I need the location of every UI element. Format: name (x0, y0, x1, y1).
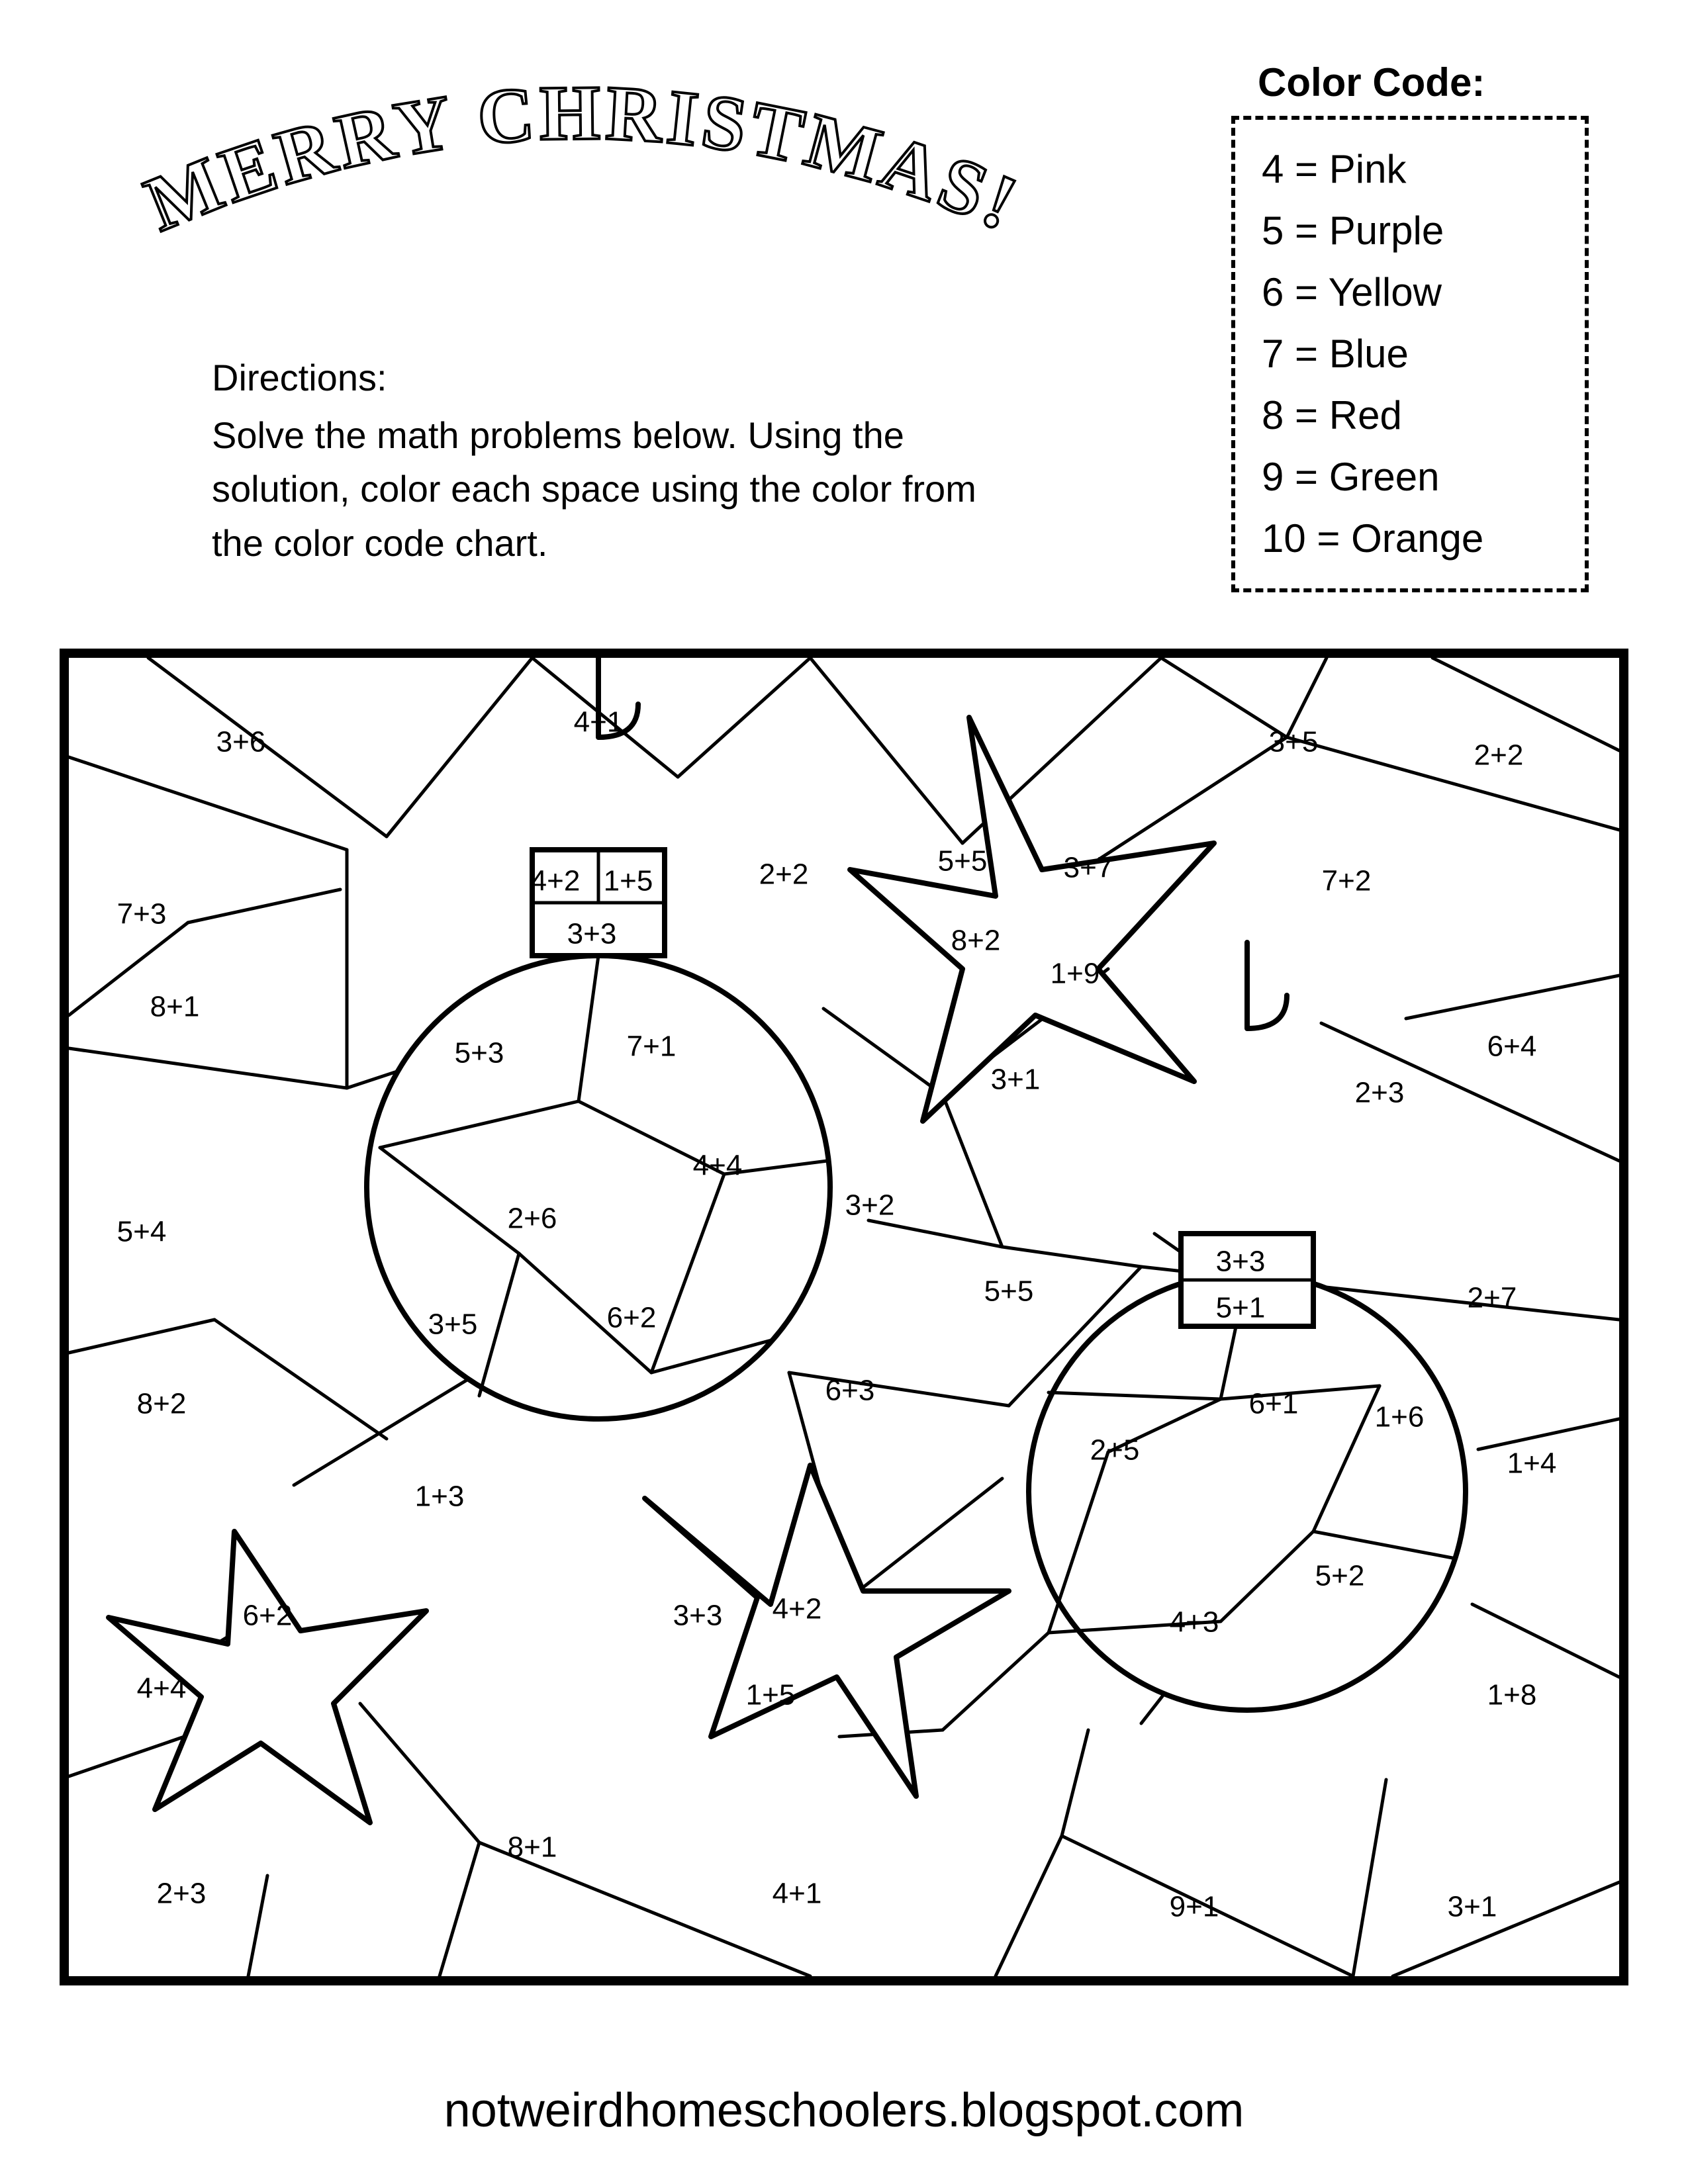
svg-text:MERRY CHRISTMAS!: MERRY CHRISTMAS! (134, 69, 1032, 248)
svg-text:4+2: 4+2 (773, 1593, 822, 1625)
svg-text:8+1: 8+1 (508, 1831, 557, 1864)
color-code-row: 7 = Blue (1262, 323, 1558, 385)
svg-text:1+9: 1+9 (1051, 958, 1100, 990)
svg-text:3+7: 3+7 (1064, 852, 1113, 884)
svg-text:5+5: 5+5 (984, 1275, 1034, 1308)
svg-text:3+3: 3+3 (1216, 1246, 1266, 1278)
svg-text:4+4: 4+4 (693, 1150, 743, 1182)
svg-text:4+2: 4+2 (531, 865, 581, 897)
svg-text:5+1: 5+1 (1216, 1292, 1266, 1324)
svg-text:1+3: 1+3 (415, 1480, 465, 1513)
svg-text:6+2: 6+2 (607, 1302, 657, 1334)
svg-text:1+5: 1+5 (604, 865, 653, 897)
svg-text:3+3: 3+3 (567, 918, 617, 950)
svg-text:2+6: 2+6 (508, 1203, 557, 1235)
directions-block: Directions: Solve the math problems belo… (212, 351, 1006, 570)
color-code-row: 5 = Purple (1262, 200, 1558, 261)
svg-text:3+1: 3+1 (1448, 1891, 1497, 1923)
color-code-row: 10 = Orange (1262, 508, 1558, 569)
svg-text:1+5: 1+5 (746, 1679, 796, 1711)
page-title: MERRY CHRISTMAS! (53, 53, 1112, 288)
svg-text:3+6: 3+6 (216, 726, 266, 758)
svg-text:3+5: 3+5 (428, 1308, 478, 1341)
directions-heading: Directions: (212, 351, 1006, 404)
svg-text:2+7: 2+7 (1468, 1282, 1517, 1314)
color-code-row: 9 = Green (1262, 446, 1558, 508)
coloring-art-frame: 3+6 4+1 3+5 2+2 7+3 2+2 5+5 3+7 7+2 8+1 4+2 1+5 3+3 8… (60, 649, 1628, 1985)
svg-text:4+1: 4+1 (773, 1878, 822, 1910)
svg-text:8+2: 8+2 (951, 925, 1001, 957)
title-text: MERRY CHRISTMAS! (134, 69, 1032, 248)
color-code-title: Color Code: (1258, 60, 1485, 105)
svg-text:4+3: 4+3 (1170, 1606, 1219, 1639)
svg-text:3+2: 3+2 (845, 1189, 895, 1222)
svg-text:3+1: 3+1 (991, 1064, 1041, 1096)
color-code-box: 4 = Pink 5 = Purple 6 = Yellow 7 = Blue … (1231, 116, 1589, 592)
svg-text:3+5: 3+5 (1269, 726, 1319, 758)
color-code-row: 6 = Yellow (1262, 261, 1558, 323)
svg-text:7+3: 7+3 (117, 898, 167, 931)
svg-text:2+2: 2+2 (1474, 739, 1524, 772)
worksheet-page: MERRY CHRISTMAS! Directions: Solve the m… (0, 0, 1688, 2184)
svg-text:5+2: 5+2 (1315, 1560, 1365, 1592)
coloring-art-svg: 3+6 4+1 3+5 2+2 7+3 2+2 5+5 3+7 7+2 8+1 4+2 1+5 3+3 8… (69, 658, 1619, 1976)
svg-text:1+4: 1+4 (1507, 1447, 1557, 1480)
svg-text:2+3: 2+3 (1355, 1077, 1405, 1109)
color-code-row: 8 = Red (1262, 385, 1558, 446)
svg-text:2+5: 2+5 (1090, 1434, 1140, 1467)
directions-body: Solve the math problems below. Using the… (212, 408, 1006, 570)
svg-text:2+3: 2+3 (157, 1878, 207, 1910)
svg-text:6+4: 6+4 (1487, 1030, 1537, 1063)
svg-text:7+1: 7+1 (627, 1030, 677, 1063)
footer-credit: notweirdhomeschoolers.blogspot.com (0, 2083, 1688, 2138)
color-code-row: 4 = Pink (1262, 138, 1558, 200)
svg-text:5+5: 5+5 (938, 845, 988, 878)
svg-text:7+2: 7+2 (1322, 865, 1372, 897)
svg-text:5+3: 5+3 (455, 1037, 504, 1069)
svg-text:5+4: 5+4 (117, 1216, 167, 1248)
svg-text:3+3: 3+3 (673, 1600, 723, 1632)
svg-text:6+3: 6+3 (825, 1375, 875, 1407)
svg-text:1+6: 1+6 (1375, 1401, 1425, 1433)
svg-text:2+2: 2+2 (759, 858, 809, 891)
svg-text:1+8: 1+8 (1487, 1679, 1537, 1711)
svg-text:9+1: 9+1 (1170, 1891, 1219, 1923)
svg-text:4+4: 4+4 (137, 1672, 187, 1705)
svg-text:4+1: 4+1 (574, 706, 624, 739)
svg-text:8+2: 8+2 (137, 1388, 187, 1420)
svg-text:6+2: 6+2 (243, 1600, 293, 1632)
svg-text:6+1: 6+1 (1249, 1388, 1299, 1420)
svg-text:8+1: 8+1 (150, 991, 200, 1023)
